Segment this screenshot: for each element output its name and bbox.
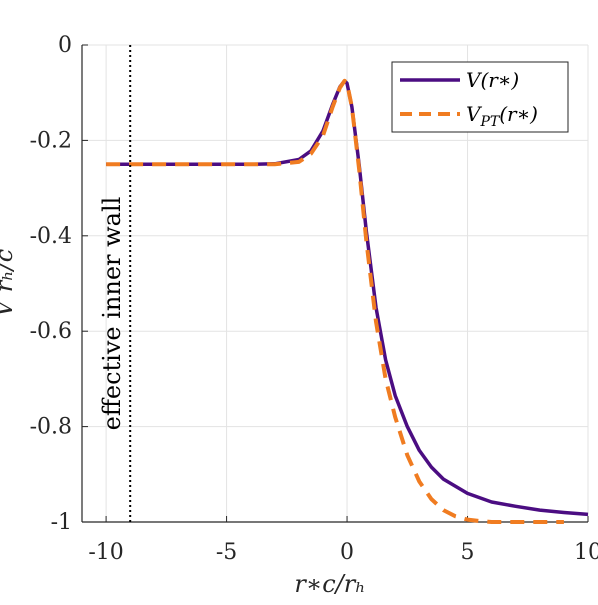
series <box>106 78 589 524</box>
y-axis-label: V rₕ/c <box>0 249 18 317</box>
legend-label-vpt: VPT(r∗) <box>466 102 538 130</box>
y-tick-label: -0.2 <box>30 128 72 153</box>
series-vpt-line <box>106 78 564 524</box>
y-tick-label: 0 <box>58 33 72 58</box>
legend-label-v: V(r∗) <box>466 68 519 92</box>
y-tick-label: -1 <box>51 510 72 535</box>
x-tick-label: 0 <box>340 540 354 565</box>
legend: V(r∗) VPT(r∗) <box>391 61 569 133</box>
legend-box <box>391 61 569 133</box>
x-tick-label: 5 <box>461 540 475 565</box>
x-axis-label: r∗c/rₕ <box>294 570 365 598</box>
inner-wall-label: effective inner wall <box>98 197 126 431</box>
y-tick-label: -0.6 <box>30 319 72 344</box>
y-tick-label: -0.4 <box>30 224 72 249</box>
x-tick-label: -10 <box>88 540 123 565</box>
series-v-line <box>106 79 589 517</box>
ticks: -10 -5 0 5 10 0 -0.2 -0.4 -0.6 -0.8 -1 <box>30 33 598 565</box>
x-tick-label: -5 <box>216 540 237 565</box>
x-tick-label: 10 <box>574 540 598 565</box>
y-tick-label: -0.8 <box>30 415 72 440</box>
annotation: effective inner wall <box>98 45 132 522</box>
axes <box>81 45 588 523</box>
